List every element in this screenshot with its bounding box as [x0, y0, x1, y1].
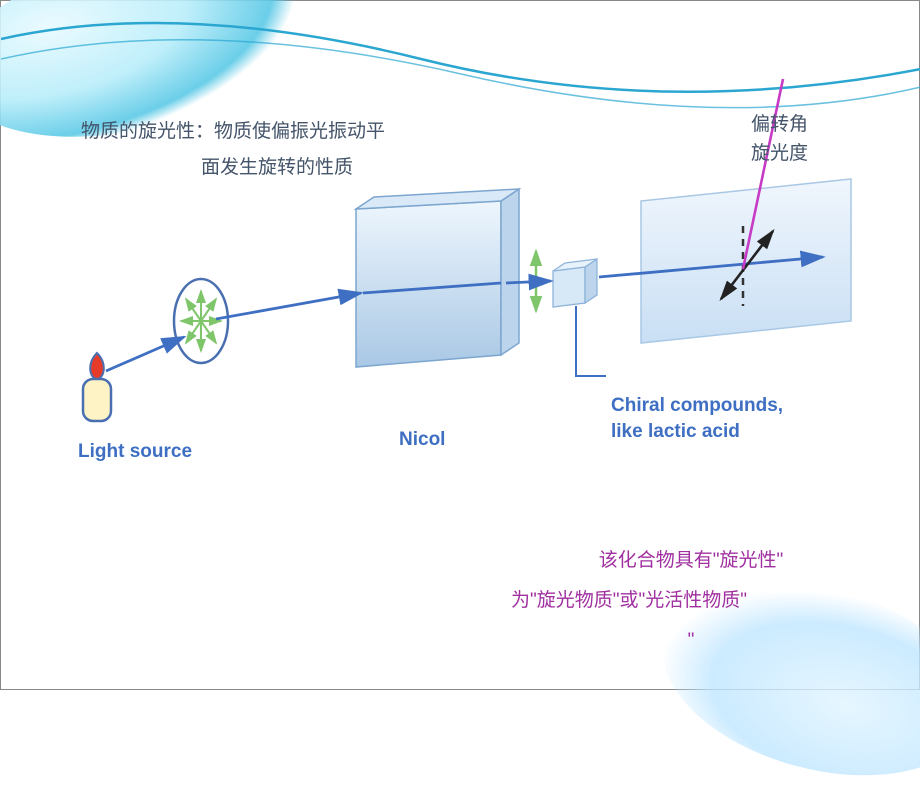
bottom-line1: 该化合物具有"旋光性"	[511, 541, 871, 581]
chiral-line2: like lactic acid	[611, 419, 783, 445]
bottom-line2: 为"旋光物质"或"光活性物质"	[511, 581, 871, 621]
conclusion-text: 该化合物具有"旋光性" 为"旋光物质"或"光活性物质" "	[511, 541, 871, 661]
bottom-line3: "	[511, 621, 871, 661]
angle-line2: 旋光度	[751, 140, 808, 169]
slide-container: 物质的旋光性：物质使偏振光振动平 面发生旋转的性质 偏转角 旋光度 Light …	[0, 0, 920, 690]
nicol-prism-icon	[356, 189, 519, 367]
chiral-label: Chiral compounds, like lactic acid	[611, 393, 783, 444]
unpolarized-light-icon	[174, 279, 228, 363]
light-source-icon	[83, 353, 111, 421]
sample-cell-icon	[553, 259, 597, 307]
callout-line	[576, 306, 606, 376]
definition-text: 物质的旋光性：物质使偏振光振动平 面发生旋转的性质	[81, 114, 385, 186]
definition-line2: 面发生旋转的性质	[81, 150, 385, 186]
angle-text: 偏转角 旋光度	[751, 111, 808, 168]
angle-line1: 偏转角	[751, 111, 808, 140]
definition-line1: 物质的旋光性：物质使偏振光振动平	[81, 114, 385, 150]
light-source-label: Light source	[78, 441, 192, 463]
nicol-label: Nicol	[399, 429, 445, 451]
chiral-line1: Chiral compounds,	[611, 393, 783, 419]
